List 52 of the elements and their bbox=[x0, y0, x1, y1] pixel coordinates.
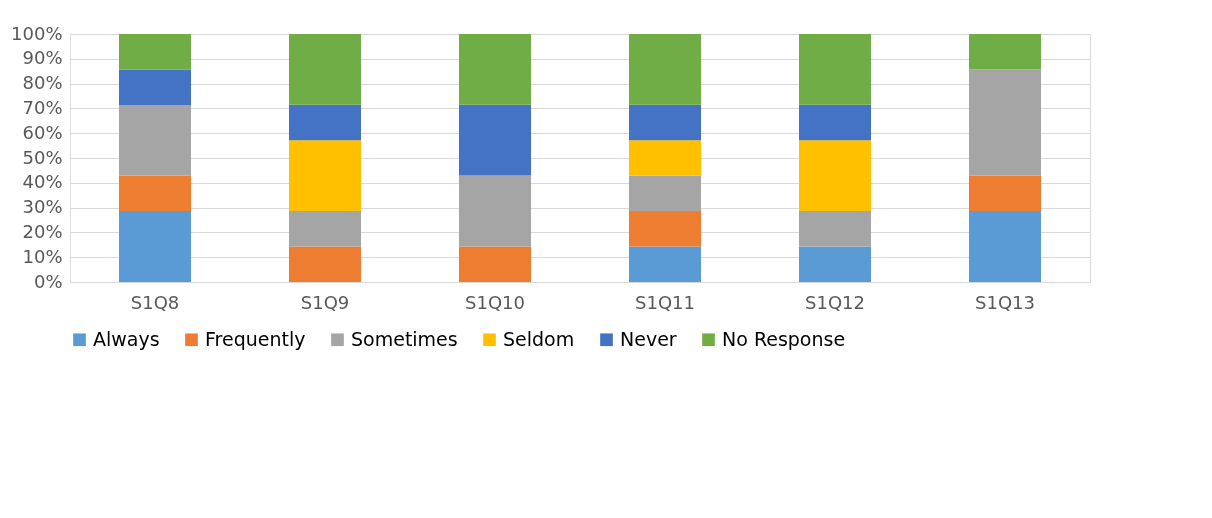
legend-label: Always bbox=[93, 327, 160, 350]
y-tick-label: 40% bbox=[22, 171, 63, 193]
bar bbox=[289, 211, 361, 247]
y-tick-label: 0% bbox=[33, 270, 63, 292]
bar bbox=[119, 69, 191, 105]
legend-label: Frequently bbox=[205, 327, 306, 350]
bar bbox=[629, 140, 701, 176]
bar bbox=[629, 211, 701, 247]
bar bbox=[629, 34, 701, 105]
bar bbox=[119, 104, 191, 176]
bar bbox=[459, 175, 531, 247]
y-tick-label: 20% bbox=[22, 220, 63, 242]
bar bbox=[799, 104, 871, 141]
bar bbox=[969, 175, 1041, 212]
y-tick-label: 90% bbox=[22, 47, 63, 69]
bar bbox=[459, 34, 531, 105]
bar bbox=[629, 104, 701, 141]
y-tick-label: 80% bbox=[22, 72, 63, 94]
x-tick-label: S1Q13 bbox=[975, 291, 1035, 313]
legend-label: Sometimes bbox=[351, 327, 458, 350]
bar bbox=[289, 104, 361, 141]
bar bbox=[289, 34, 361, 105]
legend-label: Never bbox=[620, 327, 677, 350]
x-tick-label: S1Q8 bbox=[130, 291, 180, 313]
bar bbox=[459, 104, 531, 176]
bar bbox=[119, 211, 191, 282]
bar bbox=[969, 34, 1041, 70]
bar bbox=[969, 211, 1041, 282]
x-tick-label: S1Q9 bbox=[300, 291, 350, 313]
y-tick-label: 10% bbox=[22, 245, 63, 267]
bar bbox=[629, 175, 701, 212]
y-tick-label: 50% bbox=[22, 146, 63, 168]
y-tick-label: 70% bbox=[22, 96, 63, 118]
y-tick-label: 100% bbox=[11, 22, 63, 44]
bar bbox=[799, 34, 871, 105]
y-tick-label: 30% bbox=[22, 196, 63, 218]
bar bbox=[799, 246, 871, 282]
bar bbox=[289, 140, 361, 212]
legend-label: No Response bbox=[722, 327, 846, 350]
bar bbox=[629, 246, 701, 282]
legend-label: Seldom bbox=[503, 327, 575, 350]
x-tick-label: S1Q12 bbox=[805, 291, 865, 313]
bar bbox=[119, 34, 191, 70]
bar bbox=[119, 175, 191, 212]
x-tick-label: S1Q10 bbox=[465, 291, 525, 313]
bar bbox=[799, 140, 871, 212]
bar bbox=[289, 246, 361, 282]
bar bbox=[459, 246, 531, 282]
x-tick-label: S1Q11 bbox=[635, 291, 695, 313]
bar bbox=[799, 211, 871, 247]
bar bbox=[969, 69, 1041, 176]
y-tick-label: 60% bbox=[22, 121, 63, 143]
